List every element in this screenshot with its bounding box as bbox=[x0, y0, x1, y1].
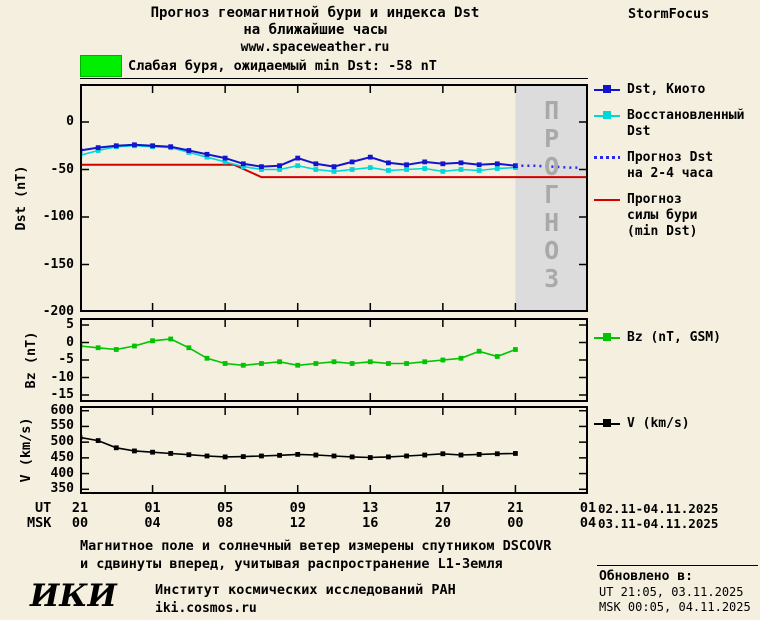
legend-item: Bz (nT, GSM) bbox=[594, 330, 760, 346]
series-dst-forecast bbox=[515, 164, 581, 169]
ut-tick-label: 17 bbox=[434, 500, 451, 516]
legend-item: Прогноз Dst на 2-4 часа bbox=[594, 150, 760, 182]
title-line-2: на ближайшие часы bbox=[243, 22, 387, 38]
y-tick-label: 550 bbox=[50, 418, 74, 434]
v-chart: 600 550 500 450 400 350 bbox=[51, 403, 588, 496]
ut-tick-label: 13 bbox=[362, 500, 379, 516]
y-tick-label: -200 bbox=[42, 304, 74, 319]
institute-site: iki.cosmos.ru bbox=[155, 601, 257, 616]
legend-label: Прогноз силы бури (min Dst) bbox=[627, 192, 698, 239]
y-tick-label: -5 bbox=[58, 352, 74, 367]
updated-time-msk: MSK 00:05, 04.11.2025 bbox=[599, 600, 751, 614]
updated-label: Обновлено в: bbox=[599, 569, 693, 584]
iki-logo: ИКИ bbox=[30, 578, 117, 614]
site-url: www.spaceweather.ru bbox=[240, 40, 390, 55]
v-plot-svg bbox=[80, 406, 588, 494]
y-tick-label: 0 bbox=[66, 114, 74, 129]
msk-tick-label: 20 bbox=[434, 515, 451, 531]
data-source-note-2: и сдвинуты вперед, учитывая распростране… bbox=[80, 556, 503, 572]
banner-underline bbox=[80, 78, 588, 79]
y-tick-label: -50 bbox=[50, 161, 74, 177]
msk-tick-label: 16 bbox=[362, 515, 379, 531]
brand-label: StormFocus bbox=[628, 6, 710, 22]
msk-date-range: 03.11-04.11.2025 bbox=[598, 516, 719, 531]
y-tick-label: -100 bbox=[42, 209, 74, 224]
page-title: Прогноз геомагнитной бури и индекса Dst … bbox=[80, 5, 550, 56]
dst-chart: 0 -50 -100 -150 -200 П Р О Г Н О З bbox=[43, 84, 588, 319]
storm-banner-text: Слабая буря, ожидаемый min Dst: -58 nT bbox=[128, 58, 437, 74]
msk-tick-label: 00 bbox=[71, 515, 89, 531]
y-tick-label: -150 bbox=[42, 256, 74, 272]
series-bz bbox=[80, 338, 516, 367]
legend-label: Bz (nT, GSM) bbox=[627, 330, 721, 345]
ut-tick-label: 09 bbox=[289, 500, 306, 516]
msk-axis-label: MSK bbox=[27, 515, 52, 531]
line-swatch-icon bbox=[594, 82, 620, 98]
updated-time-ut: UT 21:05, 03.11.2025 bbox=[599, 585, 744, 599]
title-line-1: Прогноз геомагнитной бури и индекса Dst bbox=[150, 5, 480, 21]
legend-label: V (km/s) bbox=[627, 416, 690, 431]
series-storm-forecast-line bbox=[80, 163, 588, 179]
bz-plot-svg bbox=[80, 318, 588, 402]
data-source-note-1: Магнитное поле и солнечный ветер измерен… bbox=[80, 538, 552, 554]
y-tick-label: 600 bbox=[50, 402, 74, 418]
legend-main: Dst, Киото Восстановленный Dst Прогноз Dst… bbox=[594, 82, 760, 250]
institute-name: Институт космических исследований РАН bbox=[155, 582, 456, 598]
storm-level-swatch bbox=[80, 55, 122, 77]
y-tick-label: -10 bbox=[50, 369, 74, 385]
msk-tick-label: 12 bbox=[289, 515, 306, 531]
ut-tick-label: 21 bbox=[507, 500, 524, 516]
ut-tick-label: 01 bbox=[579, 500, 597, 516]
y-tick-label: 350 bbox=[50, 481, 74, 497]
legend-label: Dst, Киото bbox=[627, 82, 706, 97]
y-tick-label: 0 bbox=[66, 334, 74, 350]
bz-chart: 5 0 -5 -10 -15 bbox=[51, 317, 588, 402]
legend-bz: Bz (nT, GSM) bbox=[594, 330, 760, 356]
ut-tick-label: 01 bbox=[144, 500, 161, 516]
msk-tick-label: 04 bbox=[579, 515, 597, 531]
ut-tick-label: 21 bbox=[71, 500, 89, 516]
y-tick-label: 400 bbox=[50, 465, 74, 481]
y-tick-label: -15 bbox=[50, 387, 74, 402]
line-swatch-icon bbox=[594, 192, 620, 208]
line-swatch-icon bbox=[594, 108, 620, 124]
ut-axis-label: UT bbox=[35, 500, 52, 516]
legend-item: Прогноз силы бури (min Dst) bbox=[594, 192, 760, 240]
line-swatch-icon bbox=[594, 416, 620, 432]
legend-v: V (km/s) bbox=[594, 416, 760, 442]
forecast-band-label: П Р О Г Н О З bbox=[544, 96, 560, 293]
y-tick-label: 450 bbox=[50, 449, 74, 465]
dotted-line-swatch-icon bbox=[594, 150, 620, 166]
msk-tick-label: 00 bbox=[507, 515, 524, 531]
dst-plot-svg bbox=[80, 84, 588, 312]
legend-item: Восстановленный Dst bbox=[594, 108, 760, 140]
updated-divider bbox=[597, 565, 758, 566]
legend-label: Прогноз Dst на 2-4 часа bbox=[627, 150, 714, 181]
line-swatch-icon bbox=[594, 330, 620, 346]
legend-item: Dst, Киото bbox=[594, 82, 760, 98]
legend-label: Восстановленный Dst bbox=[627, 108, 745, 139]
msk-tick-label: 08 bbox=[217, 515, 234, 531]
ut-date-range: 02.11-04.11.2025 bbox=[598, 501, 719, 516]
legend-item: V (km/s) bbox=[594, 416, 760, 432]
y-tick-label: 500 bbox=[50, 434, 74, 450]
y-tick-label: 5 bbox=[66, 317, 74, 332]
ut-tick-label: 05 bbox=[217, 500, 234, 516]
msk-tick-label: 04 bbox=[144, 515, 161, 531]
